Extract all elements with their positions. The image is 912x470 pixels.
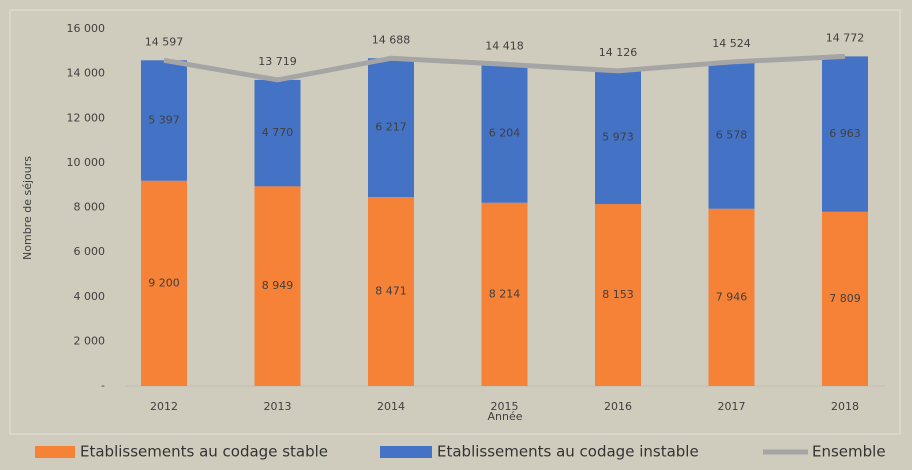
data-label: 6 963 xyxy=(829,127,861,140)
y-tick-label: 10 000 xyxy=(67,156,106,169)
bar-segment xyxy=(708,61,755,209)
data-label: 6 217 xyxy=(375,121,407,134)
data-label: 14 772 xyxy=(826,31,865,44)
data-label: 8 153 xyxy=(602,288,634,301)
bar-segment xyxy=(254,79,301,187)
legend-swatch xyxy=(35,446,75,458)
y-tick-label: 2 000 xyxy=(74,334,106,347)
data-label: 5 397 xyxy=(148,114,180,127)
bar-segment xyxy=(595,204,641,386)
data-label: 8 949 xyxy=(262,279,294,292)
data-label: 14 524 xyxy=(712,37,751,50)
y-tick-label: 6 000 xyxy=(74,245,106,258)
x-tick-label: 2013 xyxy=(264,400,292,413)
data-label: 6 578 xyxy=(716,128,748,141)
bar-segment xyxy=(481,64,528,203)
bar-segment xyxy=(141,60,187,181)
data-label: 7 809 xyxy=(829,292,861,305)
data-label: 14 418 xyxy=(485,39,524,52)
y-tick-label: 14 000 xyxy=(67,67,106,80)
bar-segment xyxy=(822,56,868,212)
data-label: 5 973 xyxy=(602,130,634,143)
data-label: 14 126 xyxy=(599,46,638,59)
y-axis-title: Nombre de séjours xyxy=(21,156,34,260)
bar-segment xyxy=(708,208,755,386)
legend-label: Etablissements au codage instable xyxy=(437,443,699,461)
x-tick-label: 2017 xyxy=(718,400,746,413)
y-tick-label: 4 000 xyxy=(74,290,106,303)
legend-label: Ensemble xyxy=(812,443,886,461)
x-tick-label: 2015 xyxy=(491,400,519,413)
data-label: 8 471 xyxy=(375,284,407,297)
y-tick-label: 16 000 xyxy=(67,22,106,35)
x-tick-label: 2016 xyxy=(604,400,632,413)
bar-segment xyxy=(481,202,528,386)
x-tick-label: 2014 xyxy=(377,400,405,413)
y-tick-label: - xyxy=(101,379,105,392)
data-label: 14 597 xyxy=(145,35,184,48)
x-axis-title: Année xyxy=(487,410,522,423)
data-label: 8 214 xyxy=(489,287,521,300)
y-tick-label: 12 000 xyxy=(67,111,106,124)
legend-swatch xyxy=(380,446,432,458)
data-label: 6 204 xyxy=(489,127,521,140)
data-label: 4 770 xyxy=(262,126,294,139)
x-tick-label: 2018 xyxy=(831,400,859,413)
legend-label: Etablissements au codage stable xyxy=(80,443,328,461)
plot-frame xyxy=(9,9,901,435)
data-label: 14 688 xyxy=(372,33,411,46)
bar-segment xyxy=(254,186,301,386)
bar-segment xyxy=(368,58,414,197)
x-tick-label: 2012 xyxy=(150,400,178,413)
data-label: 9 200 xyxy=(148,276,180,289)
y-tick-label: 8 000 xyxy=(74,201,106,214)
data-label: 13 719 xyxy=(258,55,297,68)
bar-segment xyxy=(141,180,187,386)
bar-segment xyxy=(822,211,868,386)
bar-segment xyxy=(595,70,641,205)
data-label: 7 946 xyxy=(716,290,748,303)
line xyxy=(163,53,846,83)
bar-segment xyxy=(368,196,414,386)
